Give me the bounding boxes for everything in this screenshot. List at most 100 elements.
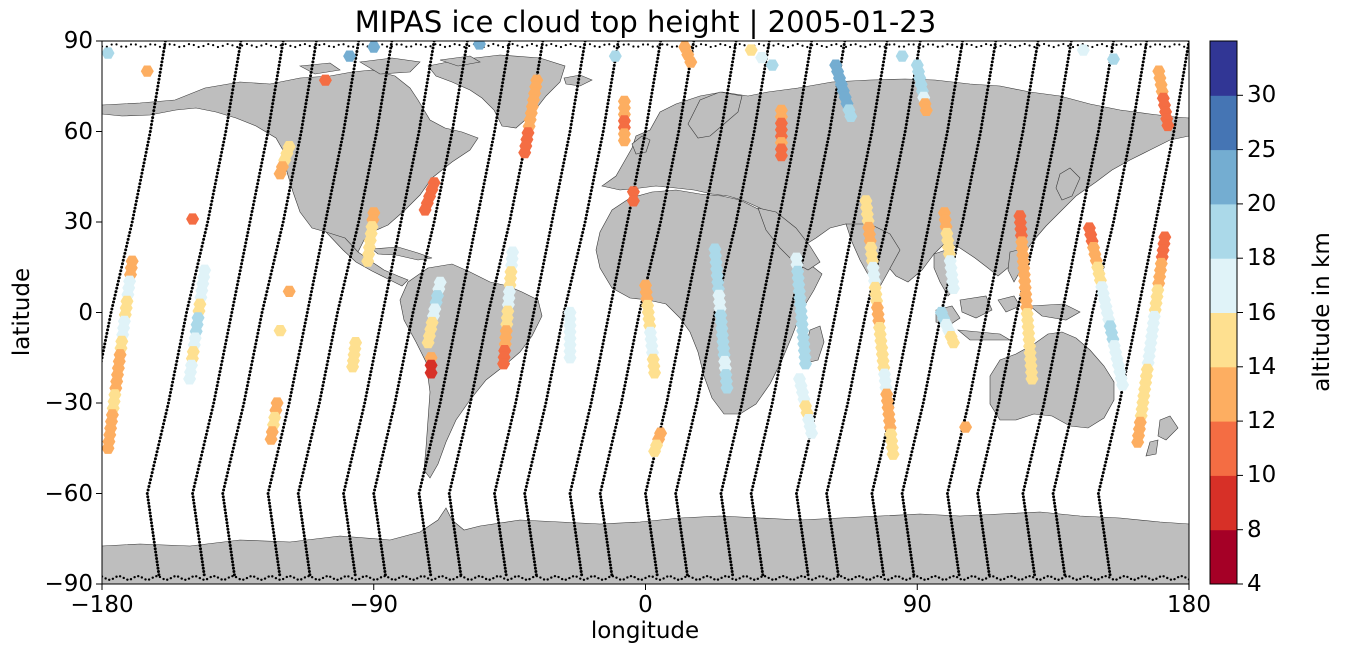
track-point bbox=[465, 265, 469, 269]
track-point bbox=[960, 223, 964, 227]
track-point bbox=[848, 391, 852, 395]
track-point bbox=[1101, 471, 1105, 475]
track-point bbox=[518, 380, 522, 384]
track-point bbox=[613, 283, 617, 287]
track-point bbox=[908, 457, 912, 461]
track-point bbox=[650, 91, 654, 95]
track-point bbox=[801, 537, 805, 541]
track-point bbox=[616, 265, 620, 269]
track-point bbox=[728, 556, 732, 560]
track-point bbox=[96, 377, 99, 380]
track-point bbox=[1168, 147, 1172, 151]
track-point bbox=[304, 547, 308, 551]
track-point bbox=[1021, 492, 1025, 495]
track-point bbox=[989, 70, 993, 74]
track-point bbox=[752, 342, 756, 346]
track-point bbox=[521, 576, 524, 580]
track-point bbox=[423, 258, 427, 262]
track-point bbox=[195, 575, 198, 578]
track-point bbox=[1046, 171, 1050, 175]
track-point bbox=[820, 44, 823, 48]
track-point bbox=[544, 401, 548, 405]
track-point bbox=[1087, 175, 1091, 179]
track-point bbox=[519, 377, 523, 381]
track-point bbox=[353, 569, 357, 573]
track-point bbox=[664, 404, 668, 408]
track-point bbox=[533, 446, 537, 450]
track-point bbox=[840, 53, 844, 57]
track-point bbox=[170, 384, 174, 388]
track-point bbox=[321, 234, 325, 238]
track-point bbox=[222, 501, 226, 505]
track-point bbox=[269, 478, 273, 482]
track-point bbox=[687, 70, 691, 74]
track-point bbox=[1143, 276, 1147, 280]
track-point bbox=[678, 335, 682, 339]
track-point bbox=[371, 147, 375, 151]
track-point bbox=[975, 45, 978, 49]
track-point bbox=[146, 143, 150, 147]
track-point bbox=[111, 300, 115, 304]
track-point bbox=[919, 411, 923, 415]
track-point bbox=[453, 467, 457, 471]
track-point bbox=[1027, 95, 1031, 99]
track-point bbox=[220, 578, 223, 581]
track-point bbox=[76, 531, 79, 534]
track-point bbox=[428, 443, 432, 447]
track-point bbox=[438, 401, 442, 405]
track-point bbox=[249, 366, 253, 370]
track-point bbox=[662, 203, 666, 207]
track-point bbox=[713, 578, 716, 581]
track-point bbox=[269, 511, 273, 515]
track-point bbox=[725, 464, 729, 468]
track-point bbox=[683, 91, 687, 95]
track-point bbox=[471, 237, 475, 241]
track-point bbox=[269, 514, 273, 518]
track-point bbox=[1033, 439, 1037, 443]
track-point bbox=[782, 342, 786, 346]
track-point bbox=[1106, 560, 1110, 564]
track-point bbox=[298, 485, 302, 489]
track-point bbox=[452, 527, 456, 531]
track-point bbox=[531, 314, 535, 318]
track-point bbox=[460, 70, 464, 74]
track-point bbox=[450, 342, 454, 346]
track-point bbox=[189, 290, 193, 294]
track-point bbox=[967, 398, 971, 402]
track-point bbox=[389, 42, 393, 46]
track-point bbox=[656, 230, 660, 234]
track-point bbox=[718, 133, 722, 137]
track-point bbox=[661, 415, 665, 419]
track-point bbox=[1136, 311, 1140, 314]
track-point bbox=[802, 543, 806, 547]
track-point bbox=[669, 380, 673, 384]
track-point bbox=[781, 199, 785, 203]
track-point bbox=[313, 418, 317, 422]
track-point bbox=[907, 460, 911, 464]
track-point bbox=[342, 492, 346, 495]
track-point bbox=[1093, 147, 1097, 151]
track-point bbox=[351, 70, 355, 74]
track-point bbox=[320, 387, 324, 391]
track-point bbox=[778, 576, 781, 579]
track-point bbox=[145, 492, 149, 495]
track-point bbox=[634, 328, 638, 332]
track-point bbox=[484, 577, 488, 581]
track-point bbox=[434, 577, 437, 581]
track-point bbox=[598, 356, 602, 360]
track-point bbox=[670, 373, 674, 377]
track-point bbox=[874, 474, 878, 478]
track-point bbox=[536, 436, 540, 440]
track-point bbox=[297, 495, 301, 499]
track-point bbox=[362, 404, 366, 408]
track-point bbox=[978, 481, 982, 485]
track-point bbox=[273, 540, 277, 544]
track-point bbox=[760, 81, 764, 85]
track-point bbox=[834, 91, 838, 95]
track-point bbox=[366, 384, 370, 388]
track-point bbox=[877, 255, 881, 259]
track-point bbox=[593, 384, 597, 388]
track-point bbox=[878, 457, 882, 461]
track-point bbox=[889, 199, 893, 203]
track-point bbox=[364, 182, 368, 186]
